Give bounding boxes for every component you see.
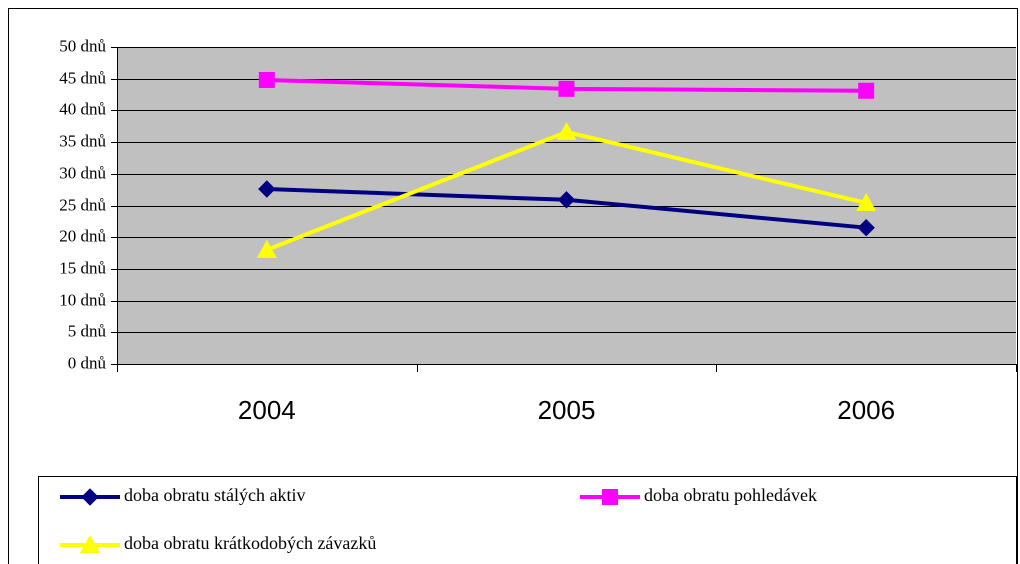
y-tick-label: 0 dnů [68, 353, 107, 372]
y-tick-label: 35 dnů [59, 131, 106, 150]
y-tick-label: 25 dnů [59, 195, 106, 214]
x-tick-label: 2004 [238, 395, 296, 425]
data-point [558, 80, 575, 97]
y-tick-label: 40 dnů [59, 99, 106, 118]
y-tick-label: 50 dnů [59, 36, 106, 55]
chart-border [8, 8, 1018, 564]
data-point [556, 121, 577, 140]
y-tick-label: 20 dnů [59, 226, 106, 245]
legend-marker [80, 535, 100, 553]
x-tick-label: 2006 [837, 395, 895, 425]
y-tick-label: 5 dnů [68, 321, 107, 340]
data-point [857, 218, 875, 237]
legend-label: doba obratu pohledávek [644, 485, 817, 505]
y-tick-label: 45 dnů [59, 68, 106, 87]
data-point [256, 239, 277, 258]
legend-marker [81, 488, 99, 506]
legend-label: doba obratu stálých aktiv [124, 485, 305, 505]
y-tick-label: 15 dnů [59, 258, 106, 277]
y-tick-label: 10 dnů [59, 290, 106, 309]
data-point [858, 82, 875, 99]
x-tick-label: 2005 [538, 395, 596, 425]
legend-box [38, 476, 1017, 564]
y-tick-label: 30 dnů [59, 163, 106, 182]
legend-label: doba obratu krátkodobých závazků [124, 533, 376, 553]
legend-marker [602, 489, 618, 505]
data-point [856, 192, 877, 211]
data-point [258, 71, 275, 88]
data-point [557, 191, 576, 209]
data-point [258, 180, 276, 198]
